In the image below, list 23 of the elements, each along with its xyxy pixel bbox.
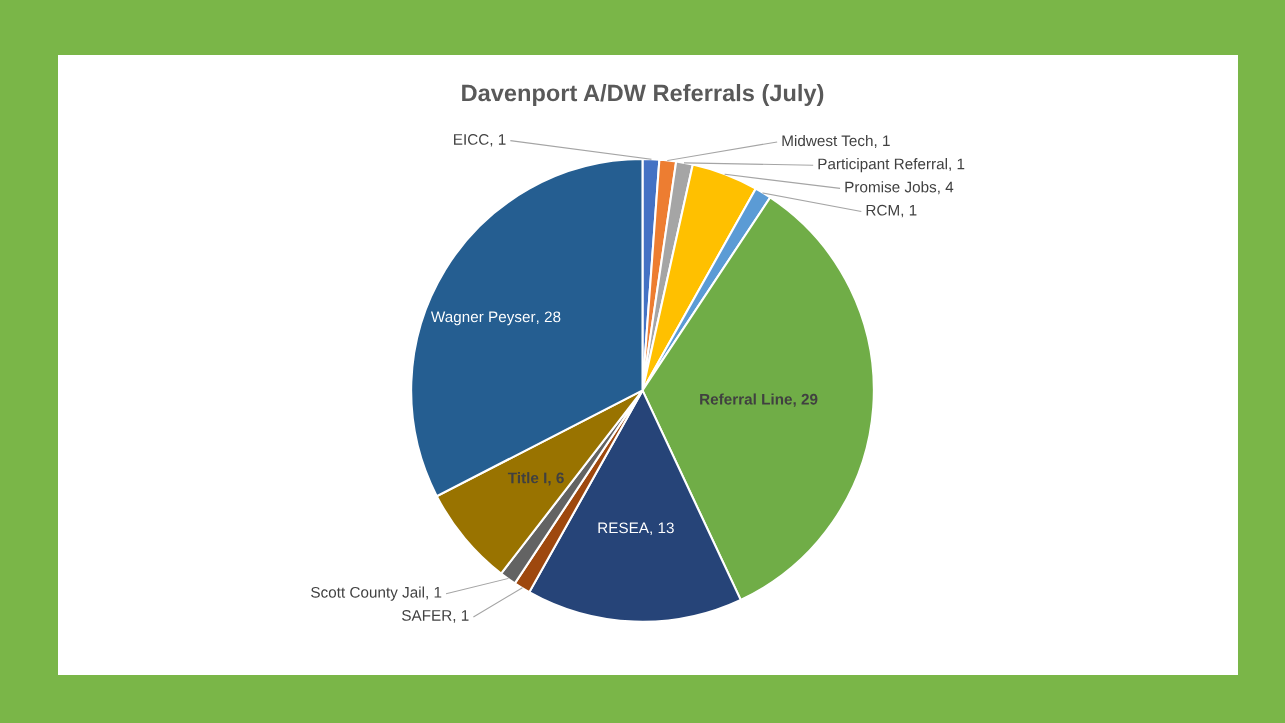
slice-label: Title I bbox=[507, 472, 547, 484]
data-label: , 1 bbox=[874, 135, 890, 148]
data-label: , 1 bbox=[426, 587, 442, 600]
data-label: , 1 bbox=[490, 134, 506, 147]
data-label: , 6 bbox=[548, 472, 564, 486]
data-label: , 1 bbox=[453, 610, 469, 623]
slice-label: Referral Line bbox=[700, 393, 792, 405]
data-label: , 29 bbox=[793, 393, 818, 407]
data-label: , 13 bbox=[650, 522, 674, 536]
slice-label: Midwest Tech bbox=[782, 134, 873, 147]
slice-label: Scott County Jail bbox=[311, 586, 424, 601]
slice-label: RESEA bbox=[598, 522, 649, 534]
slice-label: EICC bbox=[454, 134, 489, 145]
data-label: , 4 bbox=[938, 181, 954, 195]
slice-label: Participant Referral bbox=[818, 158, 947, 173]
chart-title: Davenport A/DW Referrals (July) bbox=[462, 84, 824, 107]
slice-label: Wagner Peyser bbox=[430, 311, 536, 326]
slice-label: Promise Jobs bbox=[845, 181, 937, 193]
data-label: , 1 bbox=[901, 204, 917, 218]
data-label: , 1 bbox=[949, 158, 965, 172]
slice-label: SAFER bbox=[402, 610, 452, 621]
data-label: , 28 bbox=[536, 311, 561, 325]
slice-label: RCM bbox=[866, 204, 899, 216]
